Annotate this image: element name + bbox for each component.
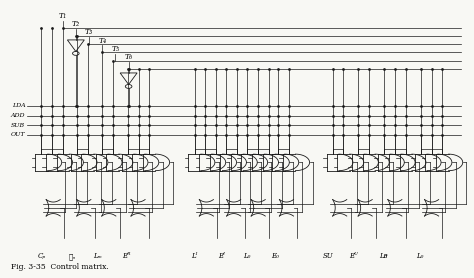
Text: E₀: E₀	[271, 252, 279, 260]
Text: T₆: T₆	[125, 53, 133, 61]
Text: ADD: ADD	[11, 113, 26, 118]
Text: L₀: L₀	[243, 252, 250, 260]
Text: T₂: T₂	[72, 20, 80, 28]
Text: L₀: L₀	[416, 252, 424, 260]
Text: Eᴵ: Eᴵ	[219, 252, 225, 260]
Text: T₄: T₄	[98, 37, 106, 44]
Text: T₁: T₁	[59, 12, 67, 20]
Text: Cₚ: Cₚ	[37, 252, 46, 260]
Text: ℓₚ: ℓₚ	[69, 252, 75, 260]
Text: Lᴃ: Lᴃ	[379, 252, 387, 260]
Text: T₅: T₅	[111, 45, 119, 53]
Text: Lₘ: Lₘ	[92, 252, 101, 260]
Text: SU: SU	[323, 252, 333, 260]
Text: Fig. 3-35  Control matrix.: Fig. 3-35 Control matrix.	[11, 262, 109, 270]
Text: OUT: OUT	[11, 132, 26, 137]
Text: Lᴵ: Lᴵ	[191, 252, 198, 260]
Text: SUB: SUB	[11, 123, 26, 128]
Text: LDA: LDA	[12, 103, 26, 108]
Text: Eᵁ: Eᵁ	[349, 252, 358, 260]
Text: Eᴿ: Eᴿ	[122, 252, 130, 260]
Text: T₃: T₃	[85, 28, 93, 36]
